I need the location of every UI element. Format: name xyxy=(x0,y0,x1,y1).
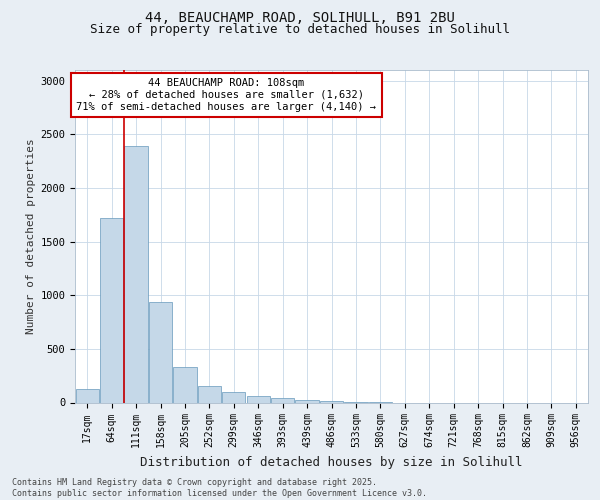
Bar xyxy=(100,218,123,402)
Bar xyxy=(173,367,197,402)
Bar xyxy=(271,398,294,402)
Bar xyxy=(124,146,148,403)
Text: Contains HM Land Registry data © Crown copyright and database right 2025.
Contai: Contains HM Land Registry data © Crown c… xyxy=(12,478,427,498)
Bar xyxy=(76,388,99,402)
Bar xyxy=(149,302,172,402)
Bar xyxy=(295,400,319,402)
Y-axis label: Number of detached properties: Number of detached properties xyxy=(26,138,36,334)
Bar xyxy=(198,386,221,402)
X-axis label: Distribution of detached houses by size in Solihull: Distribution of detached houses by size … xyxy=(140,456,523,469)
Bar xyxy=(222,392,245,402)
Text: 44, BEAUCHAMP ROAD, SOLIHULL, B91 2BU: 44, BEAUCHAMP ROAD, SOLIHULL, B91 2BU xyxy=(145,11,455,25)
Text: Size of property relative to detached houses in Solihull: Size of property relative to detached ho… xyxy=(90,22,510,36)
Text: 44 BEAUCHAMP ROAD: 108sqm
← 28% of detached houses are smaller (1,632)
71% of se: 44 BEAUCHAMP ROAD: 108sqm ← 28% of detac… xyxy=(76,78,376,112)
Bar xyxy=(320,401,343,402)
Bar xyxy=(247,396,270,402)
